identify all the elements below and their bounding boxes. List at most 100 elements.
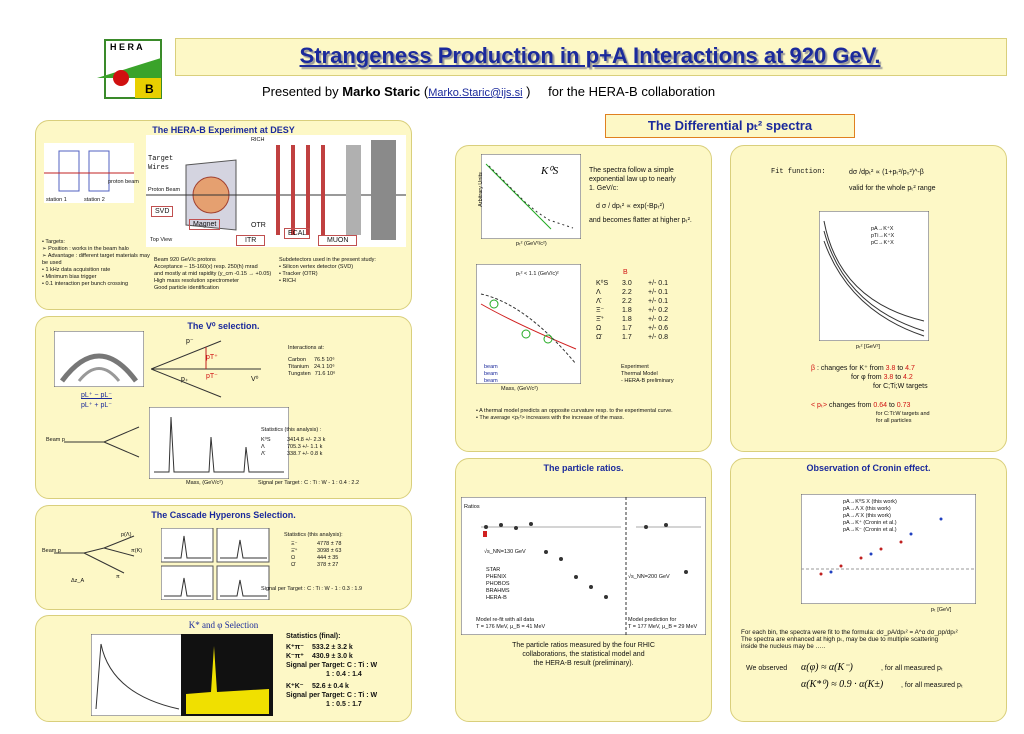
detector-label: SVD [151,206,174,217]
cell: +/- 0.1 [648,298,669,305]
panel-title: K* and φ Selection [188,620,259,630]
diagram-label: Δz_A [71,578,85,584]
text-line: for all particles [876,418,912,424]
detector-label: ECAL [284,228,311,239]
cell: Ξ⁻ [596,307,605,314]
beam-line: Acceptance – 15-160(x) resp. 250(h) mrad [154,264,258,270]
detector-sketch [146,135,406,247]
observed: We observed [746,665,788,672]
cell: 76.5 10⁶ [314,357,335,363]
signal-text: Signal per Target: C : Ti : W [286,692,378,699]
stats-row: Ξ⁻ 4778 ± 78 [291,541,345,548]
caption-line: the HERA-B result (preliminary). [533,660,634,667]
text-list: The particle ratios measured by the four… [471,641,696,668]
cell: 378 ± 27 [317,562,339,568]
axis-label: Mass, (GeV/c²) [501,386,538,392]
cell: 52.6 ± 0.4 k [312,683,349,690]
cell: 338.7 +/- 0.8 k [287,451,323,457]
stats-row: Λ̄ 338.7 +/- 0.8 k [261,451,329,458]
signal-text: Signal per Target: C : Ti : W [286,662,378,669]
presented-by: Presented by [262,84,339,99]
cell: Tungsten [288,371,311,377]
table: Ξ⁻ 4778 ± 78 Ξ̄⁺ 3098 ± 63 Ω 444 ± 35 Ω̄ 378 ± … [291,541,345,569]
cascade-diagram [54,535,135,574]
legend-entry: pA→K⁰S X (this work) [843,499,897,505]
ratios-plot [461,497,706,635]
text-line: for C:Ti:W targets and [876,411,930,417]
plot-note: pₜ² < 1.1 (GeV/c)² [516,271,559,277]
bullet: • The average <pₜ²> increases with the i… [476,415,625,421]
detector-label: MUON [318,235,358,246]
diagram-label: π [116,574,120,580]
diagram-label: Beam p [42,548,61,554]
legend-entry: pTi→K⁺X [871,233,895,239]
cell: +/- 0.6 [648,325,669,332]
legend-entry: beam [484,364,498,370]
spectra-panel: K⁰S Arbitrary Units pₜ² (GeV²/c²) The sp… [455,145,712,452]
target-line: ➢ Advantage : different target materials… [42,253,150,266]
formula-top: pL⁺ − pL⁻ [81,392,112,399]
cascade-panel: The Cascade Hyperons Selection. p(Λ) π(K… [35,505,412,610]
legend-entry: pA→Λ̄ X (this work) [843,513,891,519]
legend-entry: pA→K⁺ (Cronin et al.) [843,520,897,526]
b-row: K⁰S 3.0 +/- 0.1 [596,279,674,288]
cell: 3098 ± 63 [317,548,342,554]
logo-top: H E R A [110,42,143,52]
text: to [888,402,895,409]
text: changes from [829,402,872,409]
table: K⁰S 3.0 +/- 0.1 Λ 2.2 +/- 0.1 Λ̄ 2.2 +/- 0.1 Ξ⁻ 1.… [596,279,674,342]
cell: 71.6 10⁶ [314,371,336,377]
title-box [175,38,1007,76]
text-line: inside the nucleus may be ….. [741,643,826,650]
subdetector-line: • Tracker (OTR) [279,271,318,277]
title: Strangeness Production in p+A Interactio… [299,43,881,68]
text-line: exponential law up to nearly [589,176,676,183]
detector-label: Magnet [189,219,221,230]
paren: ) [526,84,531,99]
panel-title: The HERA-B Experiment at DESY [152,125,295,135]
cell: Ω̄ [291,562,296,568]
ratio-text: 1 : 0.5 : 1.7 [326,701,362,708]
detector-label: Target Wires [148,155,174,172]
target-line: • 0.1 interaction per bunch crossing [42,281,129,287]
legend-entry: PHENIX [486,574,507,580]
legend-entry: STAR [486,567,501,573]
cell: 3414.8 +/- 2.3 k [287,437,326,443]
table: K⁺π⁻ 533.2 ± 3.2 k K⁻π⁺ 430.9 ± 3.0 k [286,643,357,661]
text-list: For each bin, the spectra were fit to th… [741,629,1001,650]
b-vs-mass-plot [476,264,581,384]
beam-label: Beam p [46,437,65,443]
fit-formula: dσ /dpₜ² ∝ (1+pₜ²/p₀²)^-β [849,169,924,176]
legend-entry: Thermal Model [621,371,658,377]
detector-label: ITR [236,235,266,246]
bullet: • A thermal model predicts an opposite c… [476,408,673,414]
panel-title: The Cascade Hyperons Selection. [151,510,296,520]
kstar-panel: K* and φ Selection Statistics (final): K… [35,615,412,722]
cronin-plot [801,494,976,604]
text-list: Beam 920 GeV/c protons Acceptance – 15-16… [154,257,279,292]
text-list: Experiment Thermal Model - HERA-B prelimin… [621,364,674,385]
energy-label: √s_NN=130 GeV [484,549,526,555]
stats-row: K⁻π⁺ 430.9 ± 3.0 k [286,652,357,661]
stats-row: Ω̄ 378 ± 27 [291,562,345,569]
hera-logo [97,39,162,99]
email-link[interactable]: Marko.Staric@ijs.si [428,87,523,99]
text-list: The spectra follow a simple exponential l… [589,166,704,193]
cell: K⁰S [261,437,271,443]
ratio-text: 1 : 0.4 : 1.4 [326,671,362,678]
cell: K⁰S [596,280,609,287]
equation-note: , for all measured pₜ [881,665,943,672]
text: to [895,374,902,381]
stats-row: K⁰S 3414.8 +/- 2.3 k [261,437,329,444]
legend-entry: beam [484,378,498,384]
spectrum-plot [481,154,581,239]
cell: K⁺π⁻ [286,644,304,651]
text: to [897,365,904,372]
fit-valid: valid for the whole pₜ² range [849,185,936,192]
formula-bottom: pL⁺ + pL⁻ [81,402,112,409]
cascade-plots [161,528,270,600]
text: : changes for K⁺ from [816,365,884,372]
subdetector-line: • RICH [279,278,296,284]
energy-label: √s_NN=200 GeV [628,574,670,580]
cell: 533.2 ± 3.2 k [312,644,353,651]
